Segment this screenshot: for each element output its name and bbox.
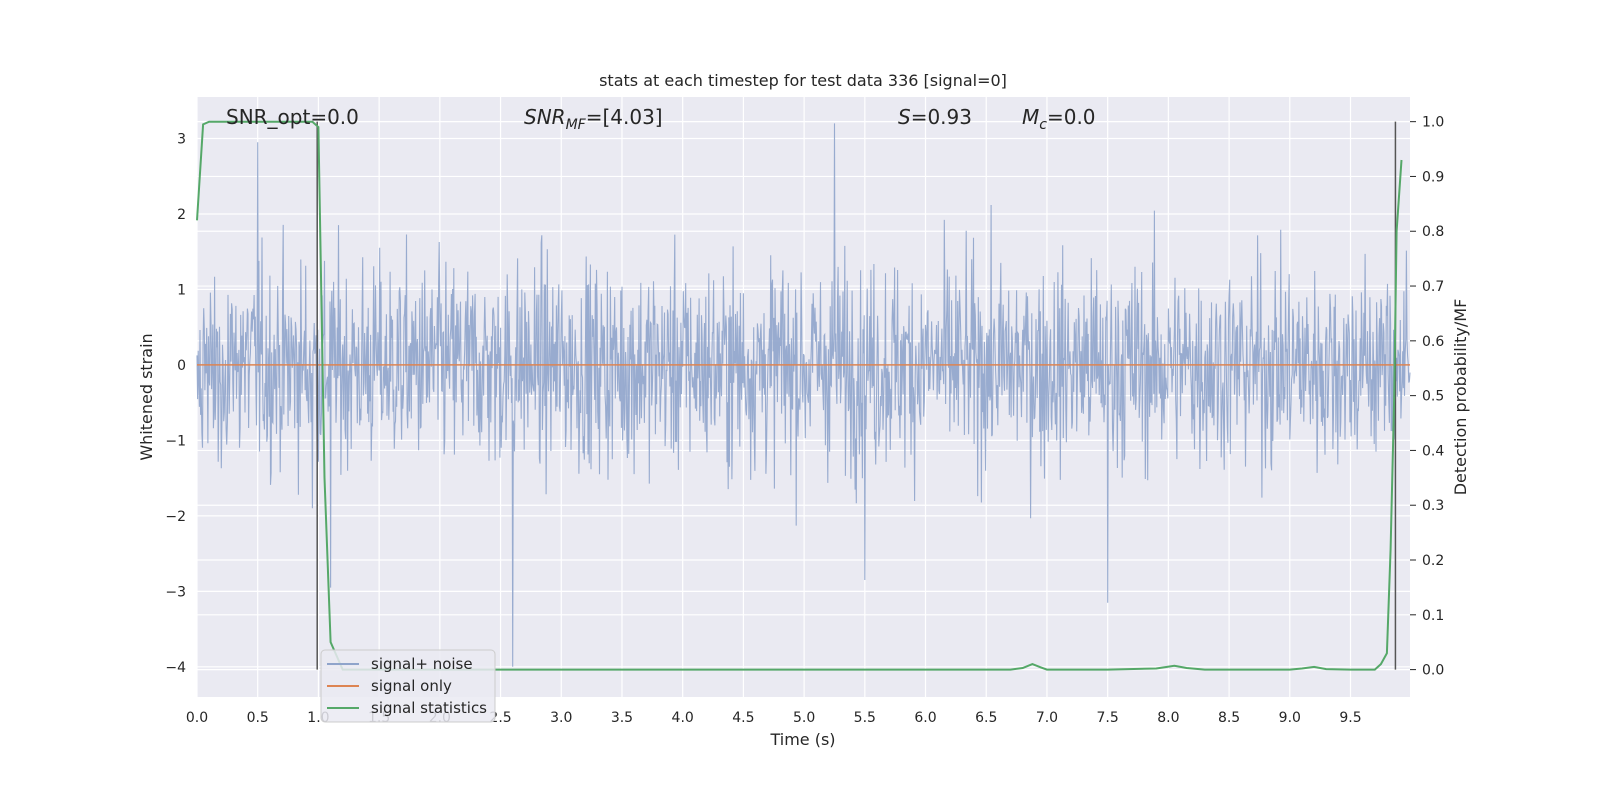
signal-noise-series [196,123,1411,667]
y-tick-label: −2 [165,509,186,525]
x-tick-label: 5.5 [854,710,876,726]
y-axis-ticks: 3 2 1 0 −1 −2 −3 −4 [165,132,186,676]
x-tick-label: 8.5 [1218,710,1240,726]
legend-label-signal: signal only [371,677,452,695]
x-tick-label: 3.0 [550,710,572,726]
x-tick-label: 7.5 [1097,710,1119,726]
right-y-tick-label: 0.9 [1422,169,1444,185]
right-y-tick-label: 0.2 [1422,553,1444,569]
chart-title: stats at each timestep for test data 336… [599,71,1007,90]
y-tick-label: −3 [165,584,186,600]
x-tick-label: 0.5 [247,710,269,726]
x-tick-label: 6.5 [975,710,997,726]
right-y-tick-label: 0.8 [1422,224,1444,240]
x-tick-label: 4.0 [672,710,694,726]
x-tick-label: 8.0 [1157,710,1179,726]
annotation-mc: Mc=0.0 [1022,105,1096,133]
right-y-axis-label: Detection probability/MF [1451,299,1470,496]
right-y-tick-label: 1.0 [1422,115,1444,131]
x-axis-ticks: 0.00.51.01.52.02.53.03.54.04.55.05.56.06… [186,710,1362,726]
y-tick-label: 1 [177,282,186,298]
x-tick-label: 7.0 [1036,710,1058,726]
x-tick-label: 6.0 [914,710,936,726]
right-y-tick-label: 0.5 [1422,389,1444,405]
right-y-tick-label: 0.3 [1422,498,1444,514]
x-tick-label: 9.0 [1279,710,1301,726]
y-tick-label: −1 [165,433,186,449]
y-axis-label: Whitened strain [137,333,156,460]
legend-label-noise: signal+ noise [371,655,473,673]
right-y-axis-ticks: 1.0 0.9 0.8 0.7 0.6 0.5 0.4 0.3 0.2 0.1 0.0 [1410,115,1444,679]
right-y-tick-label: 0.1 [1422,608,1444,624]
right-y-tick-label: 0.0 [1422,663,1444,679]
signal-statistics-series [196,120,1403,671]
x-axis-label: Time (s) [769,730,835,749]
legend: signal+ noise signal only signal statist… [320,649,496,723]
x-tick-label: 4.5 [732,710,754,726]
y-tick-label: 3 [177,132,186,148]
x-tick-label: 3.5 [611,710,633,726]
signal-noise-line [196,123,1411,667]
annotation-s: S=0.93 [898,105,972,129]
y-tick-label: 2 [177,207,186,223]
vertical-markers [316,121,1397,670]
annotation-snr-mf: SNRMF=[4.03] [524,105,663,133]
y-tick-label: −4 [165,660,186,676]
grid [196,97,1410,697]
right-y-tick-label: 0.4 [1422,443,1444,459]
signal-statistics-line [196,120,1403,671]
legend-label-statistics: signal statistics [371,699,487,717]
x-tick-label: 0.0 [186,710,208,726]
x-tick-label: 5.0 [793,710,815,726]
legend-box [320,649,496,723]
x-tick-label: 9.5 [1339,710,1361,726]
right-y-tick-label: 0.7 [1422,279,1444,295]
y-tick-label: 0 [177,358,186,374]
right-y-tick-label: 0.6 [1422,334,1444,350]
annotation-snr-opt: SNR_opt=0.0 [226,105,359,129]
